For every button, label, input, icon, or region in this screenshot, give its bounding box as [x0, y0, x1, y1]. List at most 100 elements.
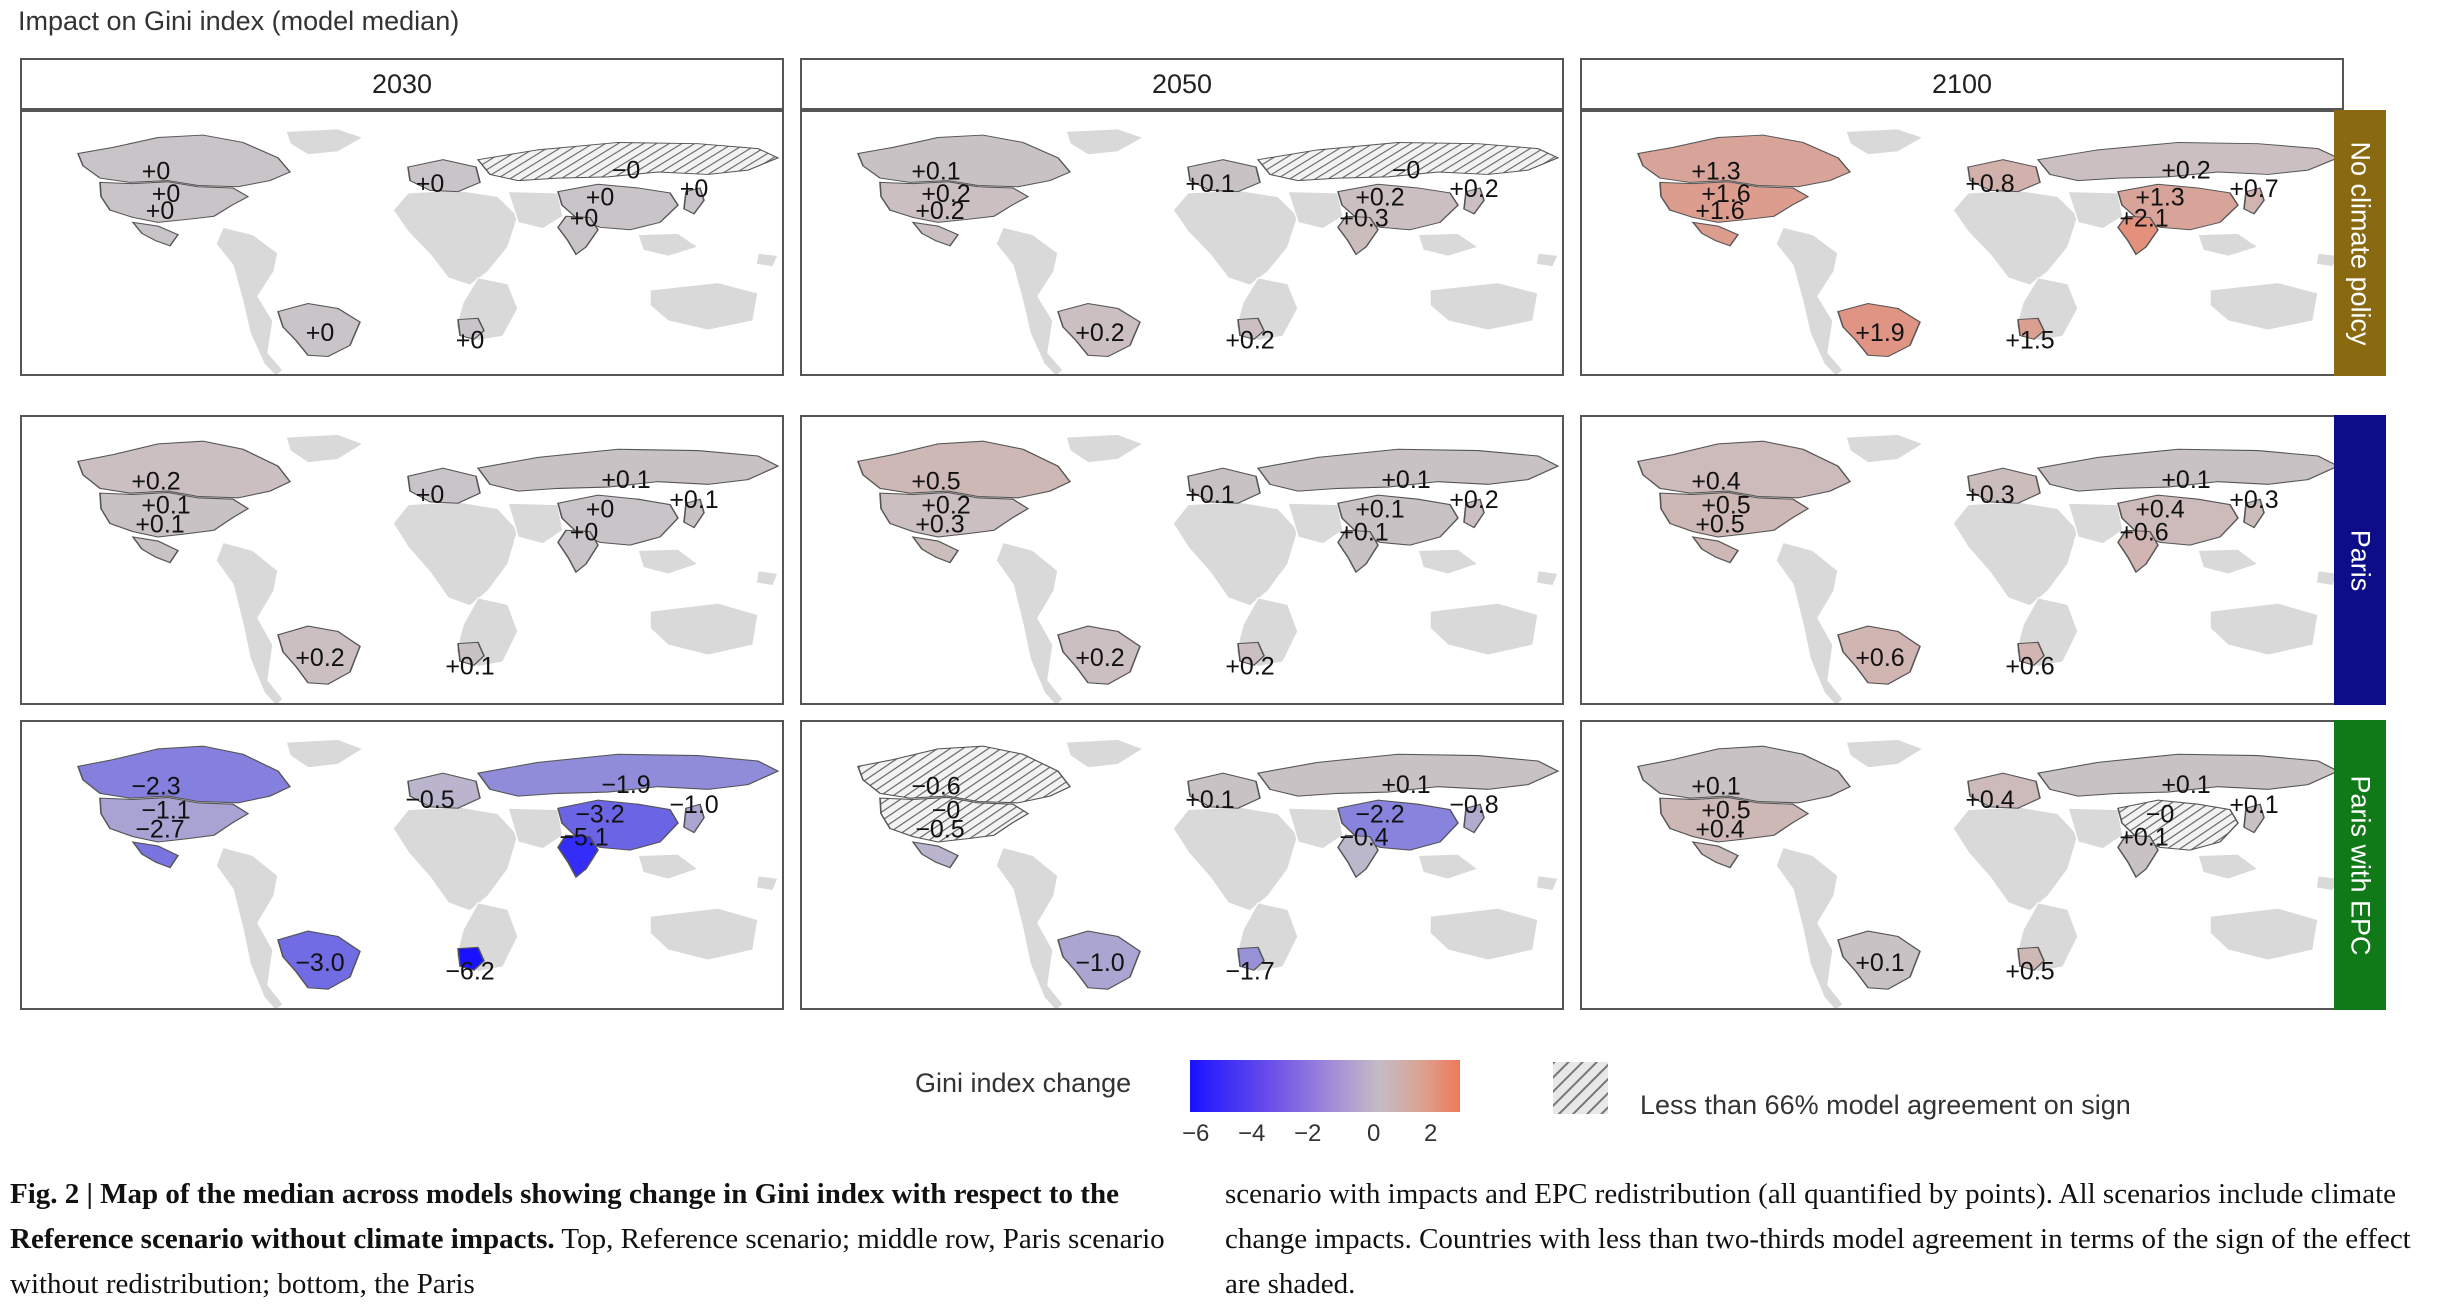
landmass	[995, 846, 1064, 1008]
value-label-russia: +0.1	[2161, 466, 2210, 494]
world-map: +0+0+0+0+0 −0+0 +0+0+0	[77, 128, 780, 374]
value-label-sub-saharan-africa: +0.2	[1225, 652, 1274, 680]
landmass	[649, 907, 759, 961]
landmass	[2209, 602, 2319, 656]
world-map: +0.2+0.1+0.1+0.2+0+0.1+0 +0.1+0+0.1	[77, 433, 780, 703]
world-map: +0.1+0.2+0.2+0.2+0.1 −0+0.2 +0.2+0.3+0.2	[857, 128, 1560, 374]
world-map: +1.3+1.6+1.6+1.9+0.8 +0.2+1.3 +0.7+2.1+1.5	[1637, 128, 2340, 374]
landmass	[1775, 541, 1844, 703]
region-canada	[857, 745, 1072, 804]
region-europe	[407, 159, 481, 193]
value-label-europe: +0.3	[1965, 481, 2014, 509]
region-india	[557, 529, 599, 574]
column-header-2030: 2030	[20, 58, 784, 110]
world-map: −0.6−0−0.5−1.0+0.1+0.1−2.2 −0.8−0.4−1.7	[857, 738, 1560, 1008]
region-sub-saharan-africa	[1237, 641, 1265, 666]
region-brazil	[1837, 625, 1921, 685]
region-usa	[99, 796, 250, 843]
value-label-india: +2.1	[2119, 204, 2168, 232]
value-label-china: −2.2	[1355, 801, 1404, 829]
value-label-canada: −2.3	[131, 772, 180, 800]
region-mexico	[1691, 536, 1739, 564]
region-india	[2117, 215, 2159, 256]
value-label-usa: +0	[152, 180, 181, 208]
region-japan	[2243, 803, 2265, 834]
landmass	[2197, 232, 2260, 257]
region-russia	[1256, 753, 1560, 797]
legend-tick: −4	[1238, 1120, 1266, 1147]
landmass	[1952, 501, 2079, 607]
landmass	[1775, 846, 1844, 1008]
legend-tick: 0	[1367, 1120, 1381, 1147]
value-label-russia: +0.1	[1381, 466, 1430, 494]
value-label-usa: −0	[932, 797, 961, 825]
landmass	[1172, 806, 1299, 912]
region-russia	[2036, 753, 2340, 797]
landmass	[1952, 189, 2079, 286]
region-brazil	[1057, 303, 1141, 357]
landmass	[1535, 252, 1559, 268]
region-europe	[1967, 772, 2041, 809]
region-brazil	[1837, 303, 1921, 357]
value-label-india: −0.4	[1339, 824, 1388, 852]
region-europe	[407, 467, 481, 504]
value-label-canada: +0.2	[131, 467, 180, 495]
region-canada	[1637, 745, 1852, 804]
region-usa	[99, 181, 250, 223]
value-label-usa: +0.2	[921, 180, 970, 208]
landmass	[995, 226, 1064, 374]
legend-tick: 2	[1424, 1120, 1438, 1147]
value-label-india: +0.1	[2119, 824, 2168, 852]
region-europe	[1187, 467, 1261, 504]
landmass	[215, 226, 284, 374]
value-label-brazil: +1.9	[1855, 319, 1904, 347]
map-panel: +0.2 +0.1 +0.1 +0.2 +0 +0.1 +0 +0.1 +0 +0.1	[20, 415, 784, 705]
value-label-russia: −0	[612, 157, 641, 185]
value-label-japan: +0.7	[2229, 175, 2278, 203]
value-label-sub-saharan-africa: +1.5	[2005, 326, 2054, 354]
value-label-brazil: −3.0	[295, 949, 344, 977]
value-label-mexico: +1.6	[1695, 197, 1744, 225]
region-usa	[879, 491, 1030, 538]
region-japan	[683, 498, 705, 529]
map-panel: +0.1 +0.5 +0.4 +0.1 +0.4 +0.1 −0 +0.1 +0.1 +0.5	[1580, 720, 2344, 1010]
value-label-mexico: −0.5	[915, 816, 964, 844]
column-header-2100: 2100	[1580, 58, 2344, 110]
value-label-india: +0	[570, 204, 599, 232]
landmass	[1172, 501, 1299, 607]
region-india	[2117, 529, 2159, 574]
landmass	[507, 502, 564, 545]
landmass	[507, 807, 564, 850]
region-usa	[1659, 796, 1810, 843]
value-label-brazil: +0.2	[1075, 319, 1124, 347]
region-europe	[1187, 772, 1261, 809]
region-brazil	[1837, 930, 1921, 990]
landmass	[1065, 128, 1145, 156]
value-label-mexico: +0	[146, 197, 175, 225]
value-label-brazil: +0.6	[1855, 644, 1904, 672]
landmass	[755, 252, 779, 268]
region-russia	[476, 141, 780, 182]
landmass	[215, 541, 284, 703]
value-label-russia: −1.9	[601, 771, 650, 799]
landmass	[1952, 806, 2079, 912]
landmass	[649, 282, 759, 331]
landmass	[2067, 807, 2124, 850]
value-label-russia: +0.1	[2161, 771, 2210, 799]
map-panel: −0.6 −0 −0.5 −1.0 +0.1 +0.1 −2.2 −0.8 −0.4 −1.7	[800, 720, 1564, 1010]
value-label-usa: +0.1	[141, 492, 190, 520]
world-map: −2.3−1.1−2.7 −3.0 −0.5 −1.9−3.2 −1.0 −5.1 −6.2	[77, 738, 780, 1008]
region-usa	[879, 181, 1030, 223]
region-mexico	[1691, 841, 1739, 869]
value-label-europe: +0.1	[1185, 481, 1234, 509]
region-usa	[1659, 491, 1810, 538]
region-japan	[683, 803, 705, 834]
map-panel: −2.3 −1.1 −2.7 −3.0 −0.5 −1.9 −3.2 −1.0 −5.1 −6.2	[20, 720, 784, 1010]
region-mexico	[911, 221, 959, 247]
value-label-mexico: +0.5	[1695, 511, 1744, 539]
map-panel: +0.5 +0.2 +0.3 +0.2 +0.1 +0.1 +0.1 +0.2 +0.1 +0.2	[800, 415, 1564, 705]
region-mexico	[911, 536, 959, 564]
landmass	[507, 191, 564, 230]
landmass	[285, 128, 365, 156]
value-label-japan: +0.1	[669, 486, 718, 514]
